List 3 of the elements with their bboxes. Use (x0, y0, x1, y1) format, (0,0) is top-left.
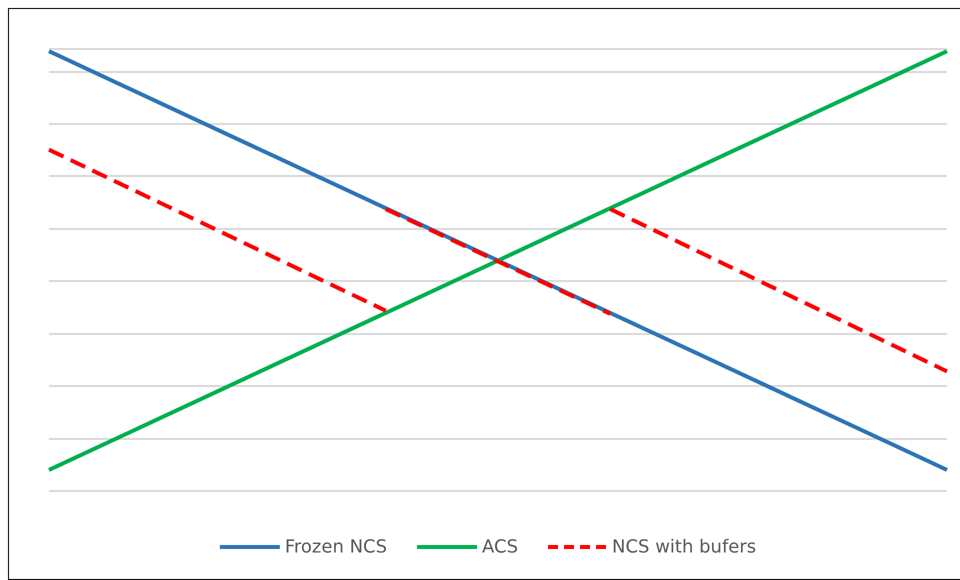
legend-label: ACS (482, 536, 518, 558)
legend-label: Frozen NCS (284, 536, 388, 558)
legend-label: NCS with bufers (612, 536, 756, 558)
